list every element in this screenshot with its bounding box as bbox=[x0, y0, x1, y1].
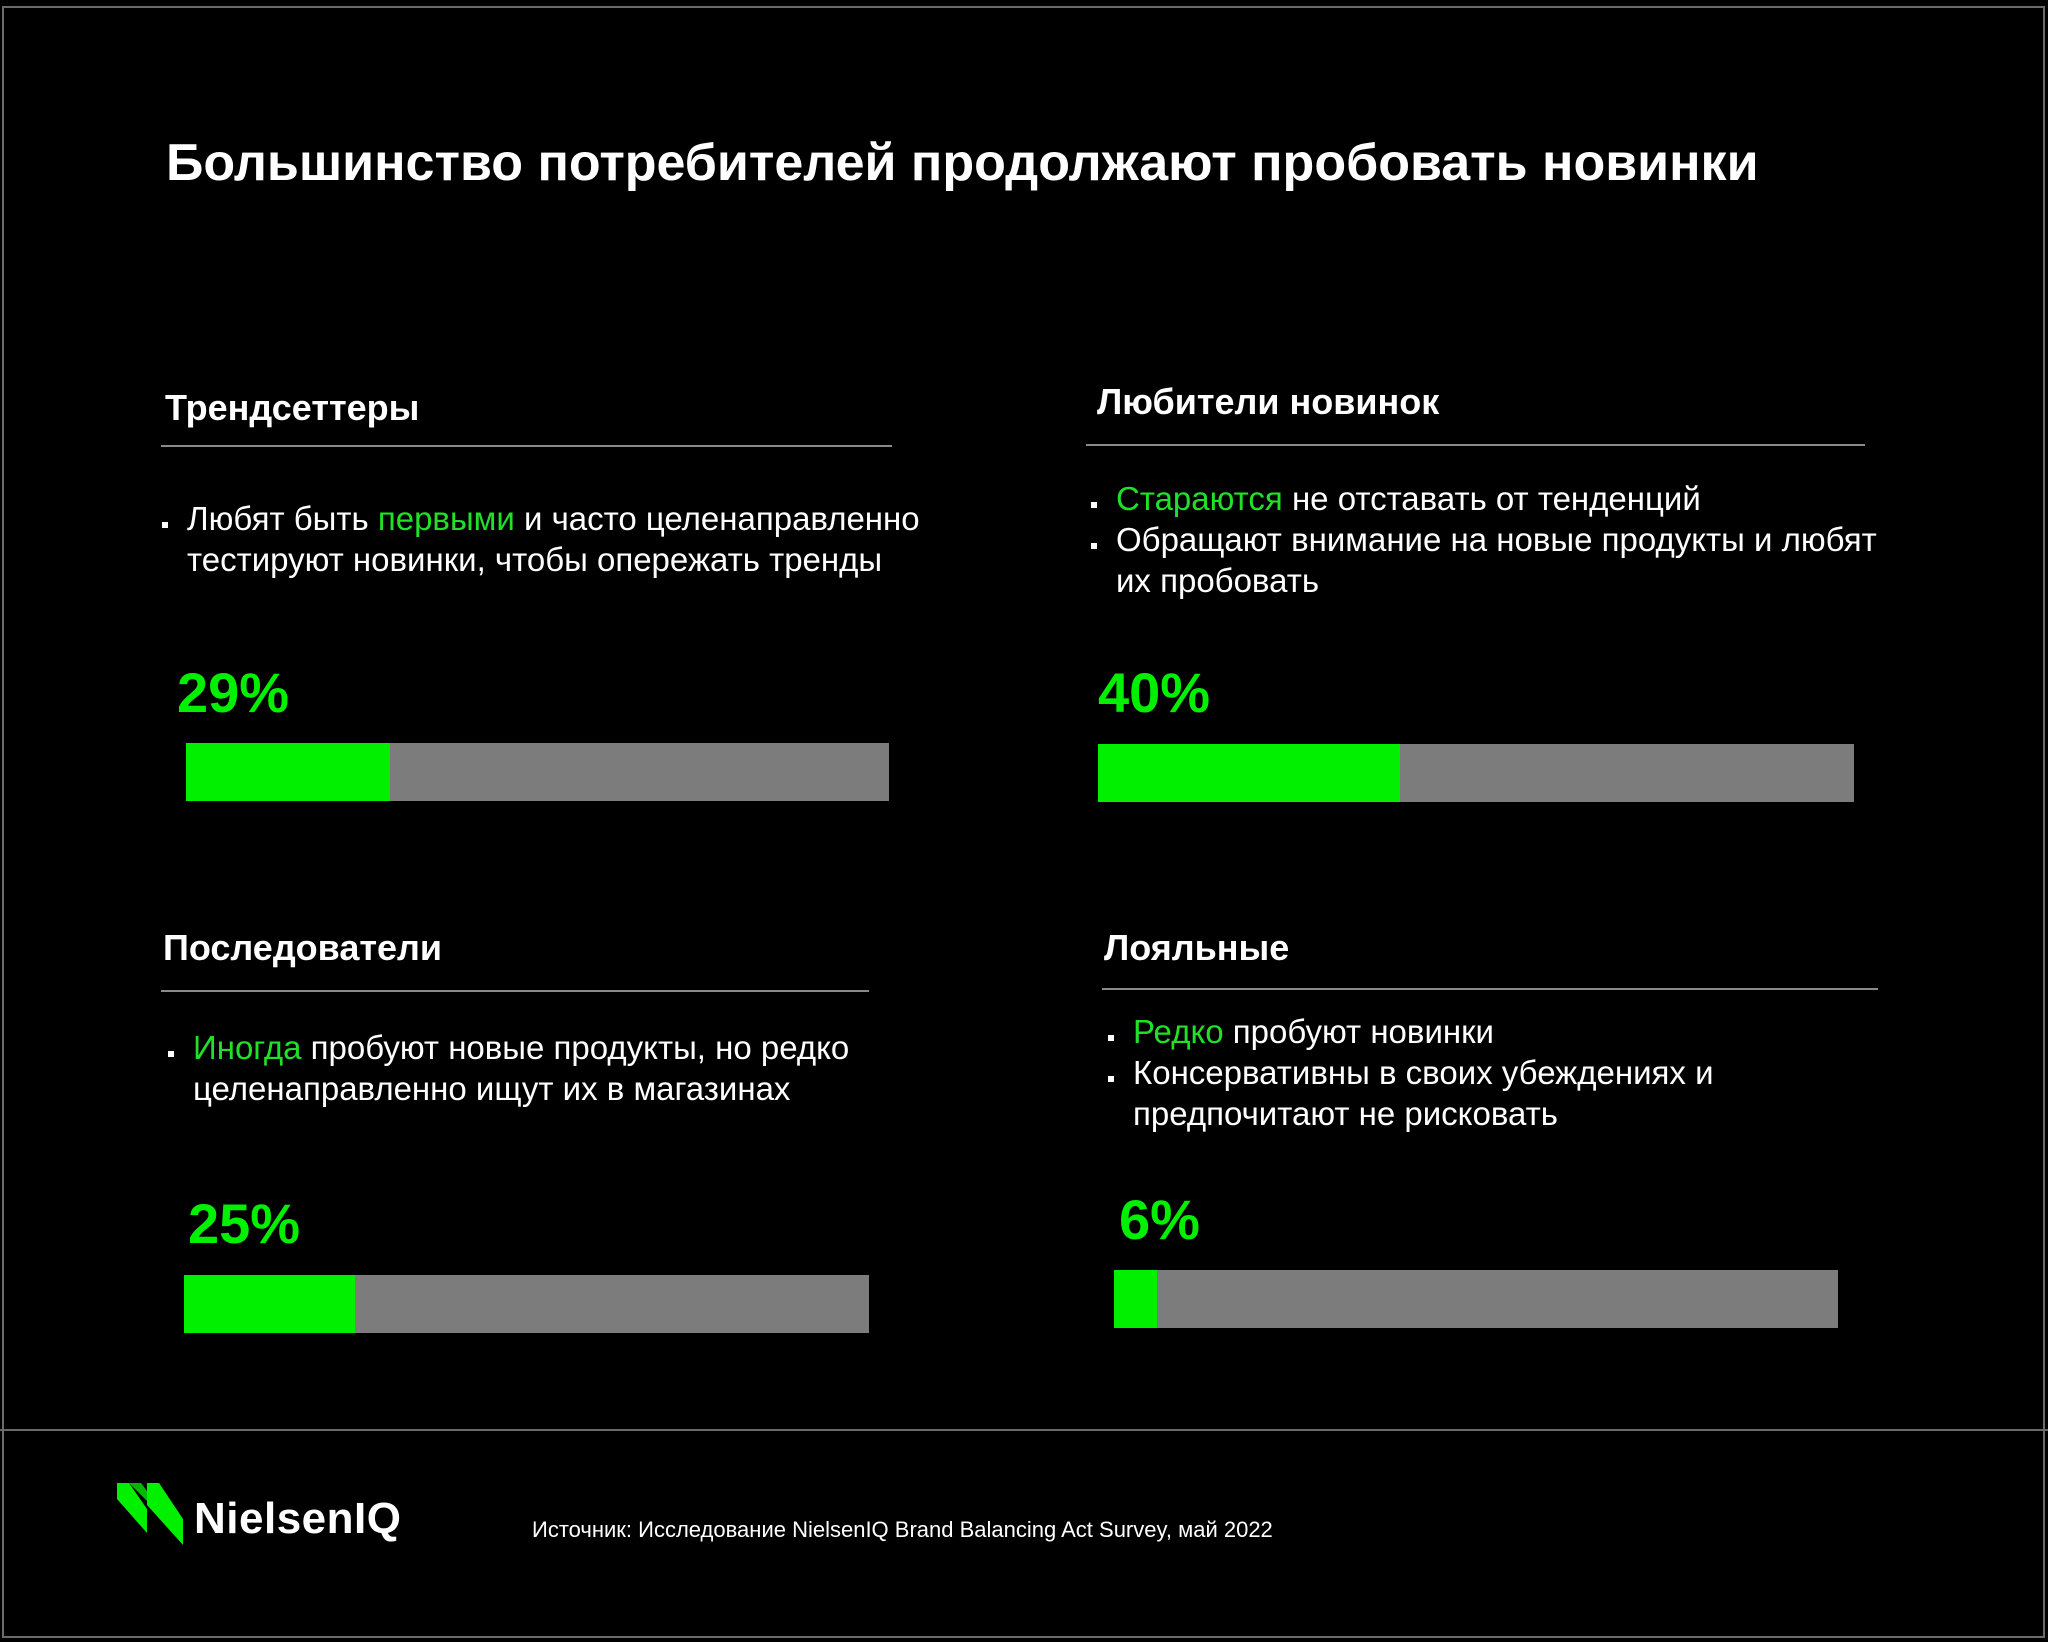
segment-novelty-lovers-heading: Любители новинок bbox=[1097, 380, 1439, 424]
nielseniq-logo-icon bbox=[117, 1483, 183, 1545]
bar-fill bbox=[184, 1275, 356, 1333]
bullet-item: Обращают внимание на новые продукты и лю… bbox=[1091, 519, 1891, 601]
segment-heading: Трендсеттеры bbox=[165, 387, 420, 428]
bullet-highlight: Иногда bbox=[193, 1029, 302, 1066]
bullet-item: Иногда пробуют новые продукты, но редко … bbox=[168, 1027, 908, 1109]
bullet-text: и часто целенаправленно тестируют новинк… bbox=[187, 500, 920, 578]
segment-divider bbox=[161, 445, 892, 447]
segment-followers-percent: 25% bbox=[188, 1192, 301, 1255]
segment-heading: Любители новинок bbox=[1097, 381, 1440, 422]
segment-novelty-lovers-bar bbox=[1098, 744, 1854, 802]
segment-divider bbox=[1086, 444, 1865, 446]
segment-trendsetters-bullets: Любят быть первыми и часто целенаправлен… bbox=[162, 498, 922, 580]
segment-loyal-percent: 6% bbox=[1119, 1188, 1200, 1251]
segment-trendsetters-percent: 29% bbox=[177, 661, 290, 724]
segment-loyal-bar bbox=[1114, 1270, 1838, 1328]
bullet-dot bbox=[1091, 502, 1097, 508]
bullet-highlight: Стараются bbox=[1116, 480, 1283, 517]
bullet-dot bbox=[168, 1051, 174, 1057]
bullet-dot bbox=[1108, 1035, 1114, 1041]
bullet-text: пробуют новые продукты, но редко целенап… bbox=[193, 1029, 850, 1107]
bar-fill bbox=[186, 743, 390, 801]
source-note: Источник: Исследование NielsenIQ Brand B… bbox=[532, 1517, 1273, 1542]
segment-divider bbox=[161, 990, 869, 992]
segment-followers-heading: Последователи bbox=[163, 926, 442, 970]
logo-wordmark: NielsenIQ bbox=[194, 1494, 402, 1543]
segment-trendsetters-heading: Трендсеттеры bbox=[165, 386, 419, 430]
bar-fill bbox=[1114, 1270, 1158, 1328]
slide-frame bbox=[2, 6, 2045, 1638]
bullet-item: Консервативны в своих убеждениях и предп… bbox=[1108, 1052, 1908, 1134]
bullet-highlight: Редко bbox=[1133, 1013, 1224, 1050]
segment-novelty-lovers-percent: 40% bbox=[1098, 661, 1211, 724]
segment-divider bbox=[1102, 988, 1878, 990]
segment-trendsetters-bar bbox=[186, 743, 889, 801]
segment-loyal-bullets: Редко пробуют новинки Консервативны в св… bbox=[1108, 1011, 1908, 1134]
slide-title: Большинство потребителей продолжают проб… bbox=[166, 134, 1759, 192]
segment-loyal-heading: Лояльные bbox=[1104, 926, 1289, 970]
bullet-lead: Любят быть bbox=[187, 500, 378, 537]
bullet-dot bbox=[162, 522, 168, 528]
bullet-text: пробуют новинки bbox=[1223, 1013, 1494, 1050]
nielseniq-logo: NielsenIQ bbox=[117, 1483, 447, 1563]
segment-heading: Лояльные bbox=[1104, 927, 1290, 968]
bullet-item: Любят быть первыми и часто целенаправлен… bbox=[162, 498, 922, 580]
segment-followers-bullets: Иногда пробуют новые продукты, но редко … bbox=[168, 1027, 908, 1109]
bullet-highlight: первыми bbox=[377, 500, 515, 537]
bar-fill bbox=[1098, 744, 1401, 802]
bullet-dot bbox=[1091, 543, 1097, 549]
bullet-item: Редко пробуют новинки bbox=[1108, 1011, 1908, 1052]
segment-followers-bar bbox=[184, 1275, 869, 1333]
bullet-item: Стараются не отставать от тенденций bbox=[1091, 478, 1891, 519]
bullet-dot bbox=[1108, 1076, 1114, 1082]
bullet-lead: Консервативны в своих убеждениях и предп… bbox=[1133, 1054, 1714, 1132]
bullet-text: не отставать от тенденций bbox=[1282, 480, 1701, 517]
segment-heading: Последователи bbox=[163, 927, 442, 968]
bullet-lead: Обращают внимание на новые продукты и лю… bbox=[1116, 521, 1877, 599]
segment-novelty-lovers-bullets: Стараются не отставать от тенденций Обра… bbox=[1091, 478, 1891, 601]
footer-divider bbox=[0, 1429, 2048, 1431]
